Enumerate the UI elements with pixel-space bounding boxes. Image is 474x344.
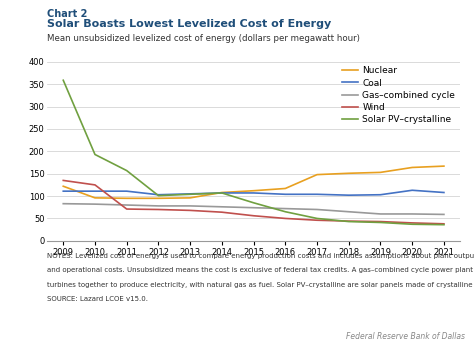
Gas–combined cycle (187, 204, 193, 208)
Coal (314, 192, 320, 196)
Wind (187, 208, 193, 213)
Text: NOTES: Levelized cost of energy is used to compare energy production costs and i: NOTES: Levelized cost of energy is used … (47, 253, 474, 259)
Solar PV–crystalline (92, 152, 98, 157)
Text: Chart 2: Chart 2 (47, 9, 88, 19)
Wind (346, 219, 352, 223)
Line: Nuclear: Nuclear (63, 166, 444, 198)
Coal (155, 193, 161, 197)
Line: Coal: Coal (63, 190, 444, 195)
Nuclear (60, 184, 66, 188)
Nuclear (346, 171, 352, 175)
Text: SOURCE: Lazard LCOE v15.0.: SOURCE: Lazard LCOE v15.0. (47, 296, 148, 302)
Coal (219, 191, 225, 195)
Wind (92, 183, 98, 187)
Gas–combined cycle (410, 212, 415, 216)
Gas–combined cycle (92, 202, 98, 206)
Coal (283, 192, 288, 196)
Solar PV–crystalline (283, 209, 288, 214)
Nuclear (378, 170, 383, 174)
Coal (187, 192, 193, 196)
Solar PV–crystalline (251, 201, 256, 205)
Text: Federal Reserve Bank of Dallas: Federal Reserve Bank of Dallas (346, 332, 465, 341)
Nuclear (92, 196, 98, 200)
Solar PV–crystalline (346, 219, 352, 224)
Gas–combined cycle (283, 206, 288, 211)
Coal (346, 193, 352, 197)
Line: Gas–combined cycle: Gas–combined cycle (63, 204, 444, 214)
Gas–combined cycle (346, 209, 352, 214)
Nuclear (283, 186, 288, 191)
Nuclear (314, 173, 320, 177)
Text: turbines together to produce electricity, with natural gas as fuel. Solar PV–cry: turbines together to produce electricity… (47, 282, 474, 288)
Coal (124, 189, 129, 193)
Gas–combined cycle (251, 206, 256, 210)
Gas–combined cycle (124, 203, 129, 207)
Legend: Nuclear, Coal, Gas–combined cycle, Wind, Solar PV–crystalline: Nuclear, Coal, Gas–combined cycle, Wind,… (342, 66, 455, 124)
Wind (251, 214, 256, 218)
Nuclear (410, 165, 415, 170)
Text: and operational costs. Unsubsidized means the cost is exclusive of federal tax c: and operational costs. Unsubsidized mean… (47, 267, 474, 273)
Coal (410, 188, 415, 192)
Wind (124, 207, 129, 211)
Wind (378, 219, 383, 224)
Wind (155, 207, 161, 212)
Coal (92, 189, 98, 193)
Nuclear (251, 189, 256, 193)
Gas–combined cycle (441, 212, 447, 216)
Nuclear (441, 164, 447, 168)
Wind (283, 216, 288, 221)
Coal (60, 189, 66, 193)
Gas–combined cycle (155, 204, 161, 208)
Solar PV–crystalline (124, 169, 129, 173)
Wind (314, 218, 320, 222)
Text: Mean unsubsidized levelized cost of energy (dollars per megawatt hour): Mean unsubsidized levelized cost of ener… (47, 34, 360, 43)
Nuclear (219, 191, 225, 195)
Nuclear (124, 196, 129, 200)
Line: Wind: Wind (63, 180, 444, 224)
Coal (378, 193, 383, 197)
Text: Solar Boasts Lowest Levelized Cost of Energy: Solar Boasts Lowest Levelized Cost of En… (47, 19, 332, 29)
Coal (441, 191, 447, 195)
Nuclear (155, 196, 161, 200)
Solar PV–crystalline (187, 192, 193, 196)
Solar PV–crystalline (410, 222, 415, 226)
Gas–combined cycle (60, 202, 66, 206)
Wind (60, 178, 66, 182)
Solar PV–crystalline (60, 78, 66, 82)
Wind (219, 210, 225, 214)
Wind (410, 221, 415, 225)
Coal (251, 191, 256, 195)
Solar PV–crystalline (219, 191, 225, 195)
Line: Solar PV–crystalline: Solar PV–crystalline (63, 80, 444, 225)
Gas–combined cycle (378, 212, 383, 216)
Gas–combined cycle (314, 207, 320, 212)
Nuclear (187, 196, 193, 200)
Solar PV–crystalline (441, 223, 447, 227)
Solar PV–crystalline (314, 216, 320, 221)
Solar PV–crystalline (378, 221, 383, 225)
Solar PV–crystalline (155, 194, 161, 198)
Gas–combined cycle (219, 205, 225, 209)
Wind (441, 222, 447, 226)
